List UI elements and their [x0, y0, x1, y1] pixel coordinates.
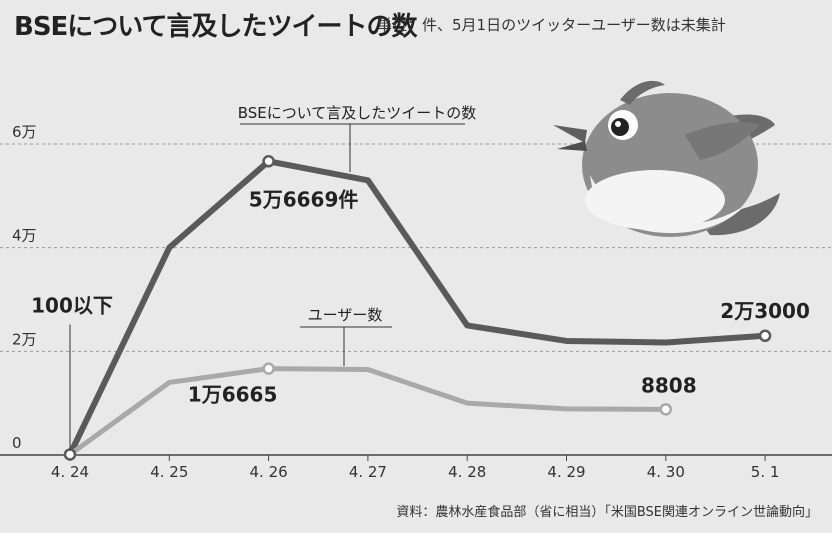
y-tick-label: 0 [12, 434, 22, 452]
y-tick-label: 4万 [12, 227, 37, 245]
x-tick-label: 4. 28 [448, 463, 486, 481]
y-tick-label: 6万 [12, 123, 37, 141]
x-tick-label: 4. 26 [250, 463, 288, 481]
data-point-marker [262, 362, 275, 375]
x-tick-label: 4. 24 [51, 463, 89, 481]
x-tick-label: 4. 29 [547, 463, 585, 481]
bird-icon [553, 80, 780, 237]
x-tick-label: 4. 30 [647, 463, 685, 481]
data-label: 2万3000 [720, 299, 810, 323]
y-axis: 0 2万 4万 6万 [12, 123, 37, 452]
data-point-marker [262, 155, 275, 168]
data-point-marker [758, 329, 772, 343]
source-note: 資料：農林水産食品部（省に相当）「米国BSE関連オンライン世論動向」 [396, 505, 818, 520]
series-callout-label: ユーザー数 [308, 306, 383, 324]
data-point-marker [659, 403, 673, 416]
chart-subtitle: 単位：件、5月1日のツイッターユーザー数は未集計 [377, 16, 726, 34]
x-tick-label: 4. 27 [349, 463, 387, 481]
series-callout-label: BSEについて言及したツイートの数 [238, 104, 477, 122]
series-line-users [67, 366, 669, 457]
x-axis: 4. 24 4. 25 4. 26 4. 27 4. 28 4. 29 4. 30 5. 1 [0, 454, 832, 481]
data-label: 8808 [641, 373, 697, 397]
data-label: 5万6669件 [249, 187, 359, 211]
data-label: 1万6665 [188, 383, 278, 407]
series-line-tweets [67, 158, 769, 458]
x-tick-label: 5. 1 [751, 463, 780, 481]
data-point-marker [63, 448, 77, 461]
data-label: 100以下 [31, 293, 113, 317]
y-tick-label: 2万 [12, 330, 37, 348]
chart-title: BSEについて言及したツイートの数 [14, 12, 418, 42]
x-tick-label: 4. 25 [150, 463, 188, 481]
